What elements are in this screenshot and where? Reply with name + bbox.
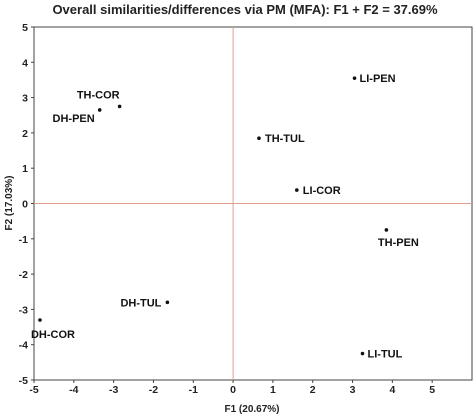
x-tick-label: -4 <box>69 384 78 396</box>
point-label: LI-TUL <box>368 349 403 361</box>
x-tick-label: 5 <box>429 384 435 396</box>
y-tick-label: -1 <box>19 234 28 246</box>
point-label: TH-PEN <box>378 237 419 249</box>
x-tick-label: 1 <box>270 384 276 396</box>
x-tick-label: -1 <box>189 384 198 396</box>
data-point <box>38 318 42 322</box>
y-tick-label: 5 <box>22 22 28 34</box>
y-tick-label: 4 <box>22 57 28 69</box>
data-point <box>295 188 299 192</box>
y-tick-label: -2 <box>19 269 28 281</box>
y-tick-label: -3 <box>19 304 28 316</box>
y-tick-label: -5 <box>19 375 28 387</box>
x-tick-label: 4 <box>389 384 395 396</box>
data-points: TH-COR DH-PEN TH-TUL LI-PEN LI-COR TH-PEN DH-T… <box>31 73 419 360</box>
y-tick-label: 3 <box>22 93 28 105</box>
x-axis-ticks: -5 -4 -3 -2 -1 0 1 2 3 4 5 <box>29 380 435 396</box>
point-label: DH-TUL <box>120 297 161 309</box>
x-tick-label: 0 <box>230 384 236 396</box>
data-point <box>165 300 170 305</box>
data-point <box>360 351 365 356</box>
chart-title: Overall similarities/differences via PM … <box>52 2 438 17</box>
point-label: DH-PEN <box>53 113 95 125</box>
data-point <box>97 108 102 112</box>
x-axis-label: F1 (20.67%) <box>224 404 279 415</box>
data-point <box>257 136 261 140</box>
point-label: LI-COR <box>303 185 341 197</box>
y-tick-label: 0 <box>22 199 28 211</box>
x-tick-label: 3 <box>350 384 356 396</box>
data-point <box>384 228 389 232</box>
point-label: LI-PEN <box>360 73 396 85</box>
x-tick-label: -3 <box>109 384 118 396</box>
y-tick-label: 2 <box>22 128 28 140</box>
data-point <box>352 76 357 80</box>
point-label: DH-COR <box>31 329 75 341</box>
data-point <box>117 104 122 109</box>
x-tick-label: -5 <box>29 384 38 396</box>
point-label: TH-COR <box>77 89 120 101</box>
x-tick-label: 2 <box>310 384 316 396</box>
y-tick-label: 1 <box>22 163 28 175</box>
point-label: TH-TUL <box>265 133 305 145</box>
y-axis-label: F2 (17.03%) <box>4 175 15 230</box>
x-tick-label: -2 <box>149 384 158 396</box>
y-axis-ticks: -5 -4 -3 -2 -1 0 1 2 3 4 5 <box>19 22 34 387</box>
y-tick-label: -4 <box>19 340 28 352</box>
